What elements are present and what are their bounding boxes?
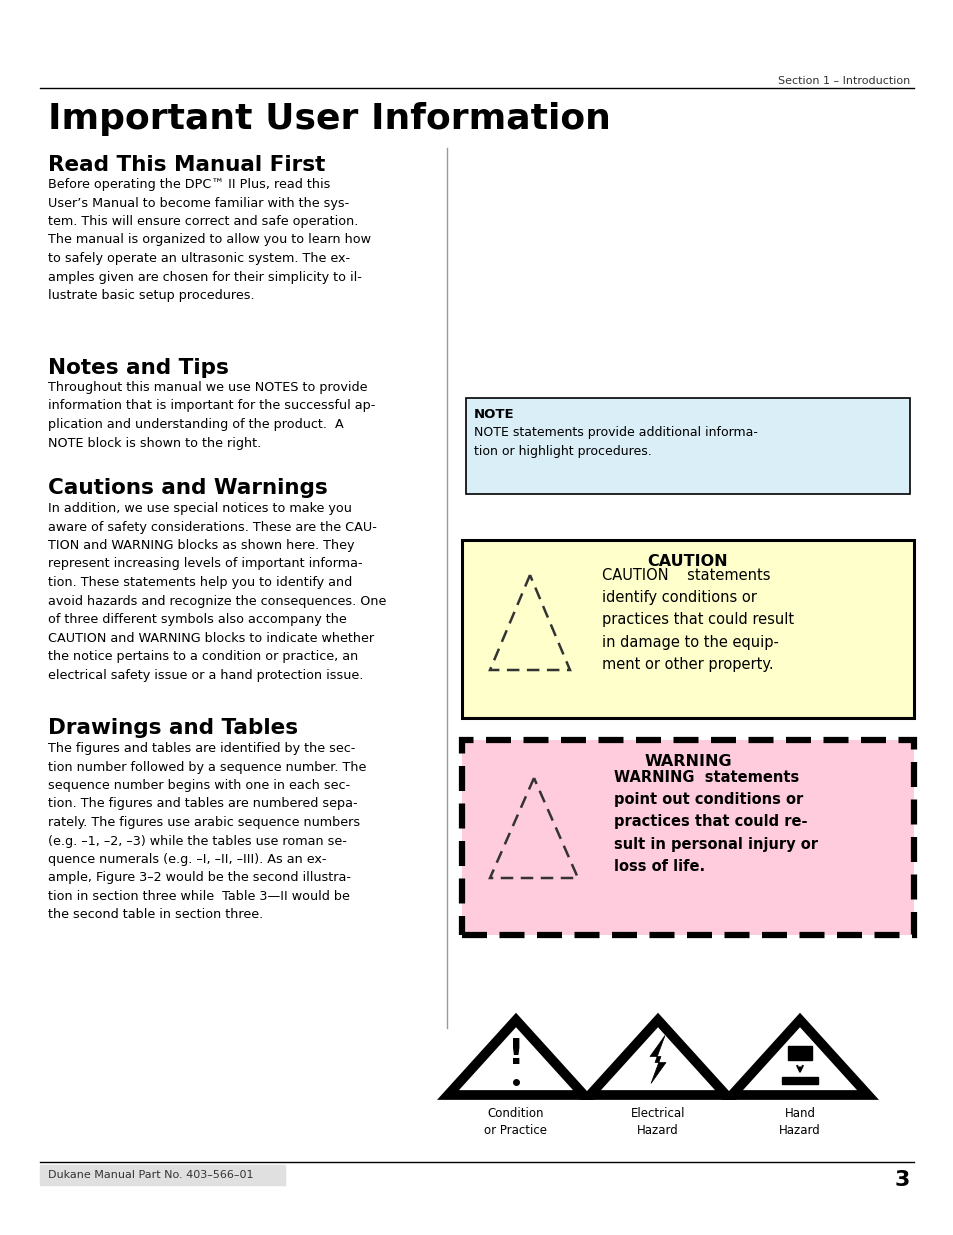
Text: Read This Manual First: Read This Manual First (48, 156, 325, 175)
Text: In addition, we use special notices to make you
aware of safety considerations. : In addition, we use special notices to m… (48, 501, 386, 682)
Text: 3: 3 (894, 1170, 909, 1191)
Polygon shape (649, 1035, 665, 1083)
Bar (787, 1046, 811, 1060)
Bar (40, 1165, 285, 1186)
Text: Hand
Hazard: Hand Hazard (779, 1107, 820, 1137)
Text: CAUTION    statements
identify conditions or
practices that could result
in dama: CAUTION statements identify conditions o… (601, 568, 793, 672)
Text: The figures and tables are identified by the sec-
tion number followed by a sequ: The figures and tables are identified by… (48, 742, 366, 921)
Text: Important User Information: Important User Information (48, 103, 610, 136)
Text: Drawings and Tables: Drawings and Tables (48, 718, 297, 739)
Text: Dukane Manual Part No. 403–566–01: Dukane Manual Part No. 403–566–01 (48, 1170, 253, 1179)
Text: Cautions and Warnings: Cautions and Warnings (48, 478, 328, 498)
Text: Throughout this manual we use NOTES to provide
information that is important for: Throughout this manual we use NOTES to p… (48, 382, 375, 450)
Polygon shape (731, 1020, 867, 1095)
Text: Before operating the DPC™ II Plus, read this
User’s Manual to become familiar wi: Before operating the DPC™ II Plus, read … (48, 178, 371, 303)
Text: NOTE: NOTE (474, 408, 514, 421)
Text: Section 1 – Introduction: Section 1 – Introduction (777, 77, 909, 86)
Text: Notes and Tips: Notes and Tips (48, 358, 229, 378)
Bar (461, 740, 913, 935)
Bar (461, 540, 913, 718)
Text: WARNING: WARNING (643, 755, 731, 769)
Text: !: ! (507, 1037, 524, 1072)
Text: WARNING  statements
point out conditions or
practices that could re-
sult in per: WARNING statements point out conditions … (614, 769, 817, 874)
Text: Condition
or Practice: Condition or Practice (484, 1107, 547, 1137)
Bar (781, 1077, 817, 1083)
Text: NOTE statements provide additional informa-
tion or highlight procedures.: NOTE statements provide additional infor… (474, 426, 757, 457)
Polygon shape (448, 1020, 583, 1095)
Text: CAUTION: CAUTION (647, 555, 727, 569)
Polygon shape (589, 1020, 725, 1095)
Bar (465, 398, 909, 494)
Text: Electrical
Hazard: Electrical Hazard (630, 1107, 684, 1137)
